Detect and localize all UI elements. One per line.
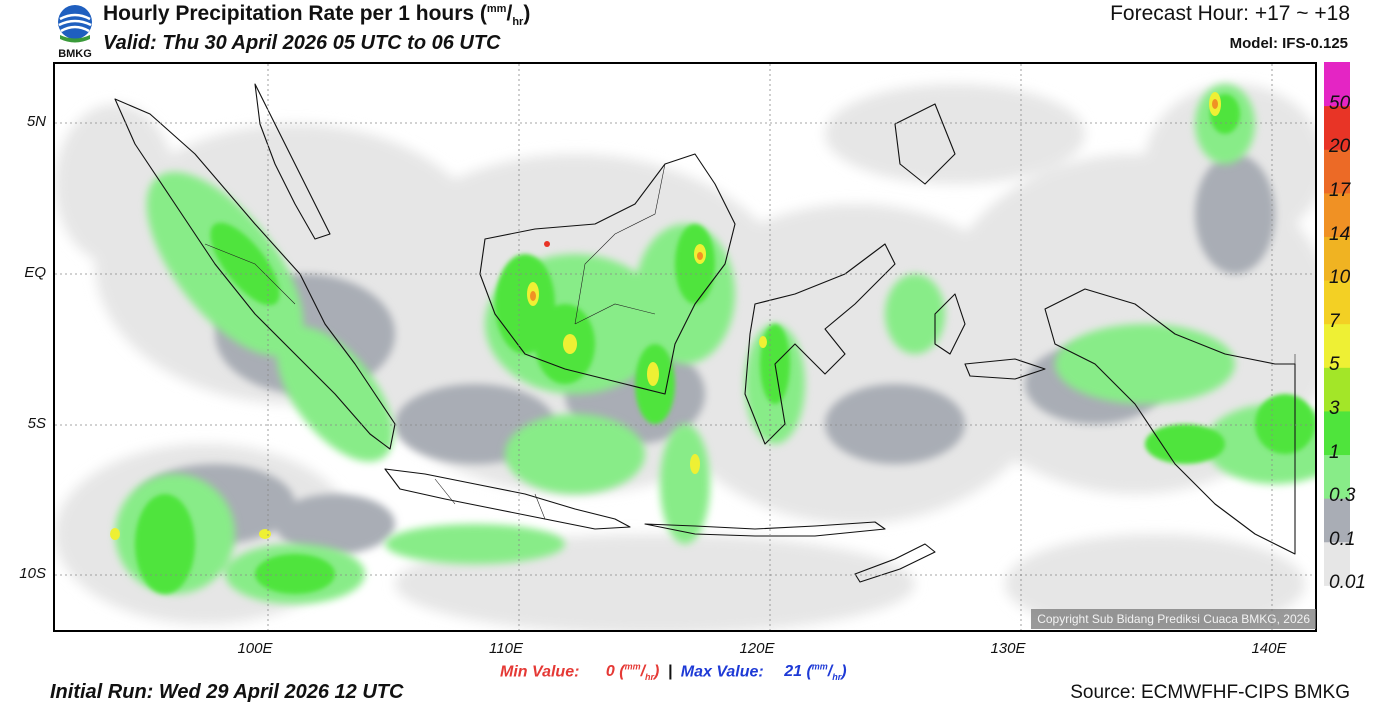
coastlines <box>114 83 1296 583</box>
colorbar-segment <box>1324 280 1350 325</box>
title-unit-bottom: hr <box>512 16 524 29</box>
lat-label-10s: 10S <box>19 565 46 582</box>
colorbar-label: 0.01 <box>1329 572 1366 594</box>
sulawesi-coast <box>744 243 896 445</box>
colorbar-segment <box>1324 541 1350 586</box>
graticule <box>55 64 1315 630</box>
initial-run: Initial Run: Wed 29 April 2026 12 UTC <box>50 681 404 703</box>
colorbar-segment <box>1324 62 1350 107</box>
precipitation-map <box>53 62 1317 632</box>
logo-text: BMKG <box>58 48 92 60</box>
colorbar-segment <box>1324 192 1350 237</box>
colorbar-label: 1 <box>1329 441 1340 463</box>
colorbar-segment <box>1324 105 1350 150</box>
colorbar-label: 3 <box>1329 397 1340 419</box>
lesser-sunda-coast <box>644 521 886 537</box>
colorbar-segment <box>1324 149 1350 194</box>
min-max-values: Min Value: 0 (mm/hr) | Max Value: 21 (mm… <box>500 662 847 683</box>
max-value-label: Max Value: <box>680 663 764 681</box>
max-value: 21 <box>784 663 802 681</box>
valid-time: Valid: Thu 30 April 2026 05 UTC to 06 UT… <box>103 32 501 54</box>
lat-label-5s: 5S <box>27 415 46 432</box>
min-value-label: Min Value: <box>500 663 580 681</box>
lon-label-140e: 140E <box>1251 640 1287 657</box>
extreme-rain-spot <box>544 241 550 247</box>
model-name: Model: IFS-0.125 <box>1229 35 1348 52</box>
min-value: 0 <box>605 663 615 681</box>
lat-label-eq: EQ <box>24 264 46 281</box>
colorbar-segment <box>1324 367 1350 412</box>
colorbar-segment <box>1324 454 1350 499</box>
colorbar-label: 0.1 <box>1329 528 1356 550</box>
lat-label-5n: 5N <box>26 113 46 130</box>
data-source: Source: ECMWFHF-CIPS BMKG <box>1070 682 1350 703</box>
colorbar-segment <box>1324 410 1350 456</box>
lon-label-130e: 130E <box>990 640 1026 657</box>
colorbar-label: 20 <box>1329 136 1351 158</box>
lon-label-100e: 100E <box>237 640 273 657</box>
colorbar <box>1324 62 1350 629</box>
copyright-notice: Copyright Sub Bidang Prediksi Cuaca BMKG… <box>1031 609 1316 629</box>
bmkg-logo: BMKG <box>52 2 98 60</box>
colorbar-label: 5 <box>1329 354 1340 376</box>
colorbar-label: 0.3 <box>1329 485 1356 507</box>
colorbar-label: 10 <box>1329 267 1351 289</box>
colorbar-segment <box>1324 585 1350 629</box>
sumatra-coast <box>114 98 396 450</box>
value-separator: | <box>667 663 673 681</box>
forecast-hour: Forecast Hour: +17 ~ +18 <box>1110 2 1350 25</box>
philippines-coast <box>894 103 956 185</box>
colorbar-segment <box>1324 498 1350 543</box>
lon-label-120e: 120E <box>739 640 775 657</box>
very-intense-rain-spots <box>530 99 1218 301</box>
seram-coast <box>964 358 1046 380</box>
borneo-coast <box>479 153 736 395</box>
halmahera-coast <box>934 293 966 355</box>
colorbar-label: 17 <box>1329 179 1351 201</box>
colorbar-label: 50 <box>1329 92 1351 114</box>
timor-coast <box>854 543 936 583</box>
title-unit-top: mm <box>486 3 507 15</box>
map-title: Hourly Precipitation Rate per 1 hours (m… <box>103 2 531 29</box>
java-coast <box>384 468 631 530</box>
colorbar-segment <box>1324 236 1350 281</box>
lon-label-110e: 110E <box>489 640 523 657</box>
colorbar-label: 7 <box>1329 310 1340 332</box>
colorbar-label: 14 <box>1329 223 1351 245</box>
colorbar-segment <box>1324 323 1350 368</box>
malay-peninsula-coast <box>254 83 331 240</box>
border-lines <box>204 163 1296 554</box>
